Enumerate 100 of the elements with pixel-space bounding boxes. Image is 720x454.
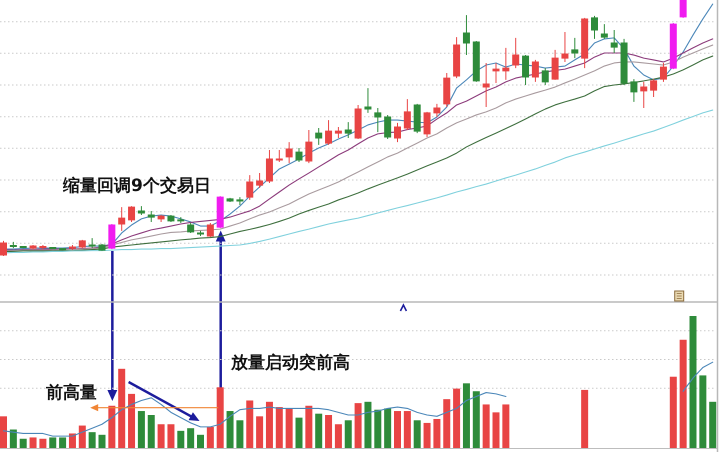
bar: [148, 415, 155, 448]
bar: [433, 418, 440, 448]
candlestick: [552, 49, 559, 80]
candlestick: [610, 29, 618, 54]
bar: [98, 434, 106, 448]
bar: [88, 432, 96, 448]
bar: [384, 408, 392, 448]
candlestick: [305, 130, 312, 164]
bar: [699, 375, 706, 448]
candlestick: [443, 72, 450, 108]
candlestick: [414, 103, 421, 134]
candlestick: [522, 54, 530, 86]
candlestick: [206, 222, 214, 238]
candlestick: [197, 230, 204, 237]
candlestick: [364, 88, 372, 114]
candlestick: [532, 59, 539, 82]
candlestick: [49, 246, 56, 250]
bar: [502, 404, 510, 448]
bar: [325, 415, 332, 448]
bar: [462, 383, 470, 448]
candlestick: [630, 78, 638, 102]
bar: [364, 402, 372, 448]
candlestick: [30, 244, 37, 250]
bar: [236, 420, 244, 448]
candlestick: [571, 37, 578, 59]
bar: [49, 437, 56, 448]
candlestick: [236, 196, 244, 206]
candlestick: [600, 24, 608, 40]
annotation: 前高量: [45, 383, 97, 403]
candlestick: [325, 120, 332, 146]
bar: [158, 424, 165, 448]
bar: [680, 340, 687, 448]
bar: [10, 430, 17, 448]
candlestick: [650, 78, 658, 98]
bar: [276, 407, 283, 448]
candlestick: [167, 214, 174, 222]
candlestick: [138, 206, 145, 216]
bar: [177, 430, 184, 448]
bar: [68, 433, 76, 448]
bar: [128, 394, 136, 448]
candlestick: [394, 122, 401, 143]
candlestick: [148, 210, 155, 222]
candlestick: [482, 62, 490, 108]
bar: [39, 438, 46, 448]
bar: [59, 437, 66, 448]
bar: [690, 316, 696, 448]
candlestick: [384, 114, 392, 140]
candlestick: [296, 147, 302, 163]
bar: [305, 406, 312, 448]
candlestick: [187, 222, 194, 234]
candlestick: [78, 239, 86, 249]
candlestick: [246, 174, 254, 200]
bar: [424, 422, 431, 448]
bar: [286, 408, 293, 448]
candlestick: [128, 206, 136, 222]
candlestick: [334, 126, 342, 138]
bar: [138, 411, 145, 448]
candlestick: [670, 22, 677, 70]
bar: [246, 400, 254, 448]
candlestick: [620, 38, 628, 86]
candlestick: [374, 108, 382, 133]
candlestick: [354, 104, 362, 140]
candlestick: [502, 47, 510, 80]
candlestick: [108, 224, 116, 250]
candlestick: [286, 142, 293, 164]
bar: [453, 388, 460, 448]
candlestick: [433, 103, 440, 118]
candlestick: [591, 15, 598, 40]
candlestick: [424, 111, 431, 138]
bar: [492, 412, 500, 448]
candlestick: [10, 241, 17, 249]
bar: [206, 426, 214, 448]
candlestick: [98, 243, 106, 252]
bar: [404, 411, 411, 448]
bar: [187, 428, 194, 448]
bar: [108, 406, 116, 448]
bar: [472, 391, 480, 448]
bar: [197, 434, 204, 448]
candlestick: [118, 206, 126, 232]
candlestick: [472, 40, 480, 82]
candlestick: [462, 14, 470, 56]
candlestick: [453, 36, 460, 79]
bar: [167, 424, 174, 448]
candlestick: [59, 248, 66, 251]
candlestick: [39, 244, 46, 250]
annotation: 缩量回调9个交易日: [62, 176, 211, 196]
bar: [296, 418, 302, 448]
candlestick: [640, 81, 648, 109]
bar: [414, 420, 421, 448]
bar: [256, 416, 264, 448]
bar: [709, 402, 716, 448]
bar: [315, 414, 322, 448]
candlestick: [542, 68, 549, 86]
candlestick: [660, 62, 667, 82]
candlestick: [344, 122, 352, 138]
bar: [30, 437, 37, 448]
candlestick: [177, 216, 184, 224]
bar: [0, 416, 7, 448]
bar: [20, 438, 27, 448]
bar: [443, 399, 450, 448]
